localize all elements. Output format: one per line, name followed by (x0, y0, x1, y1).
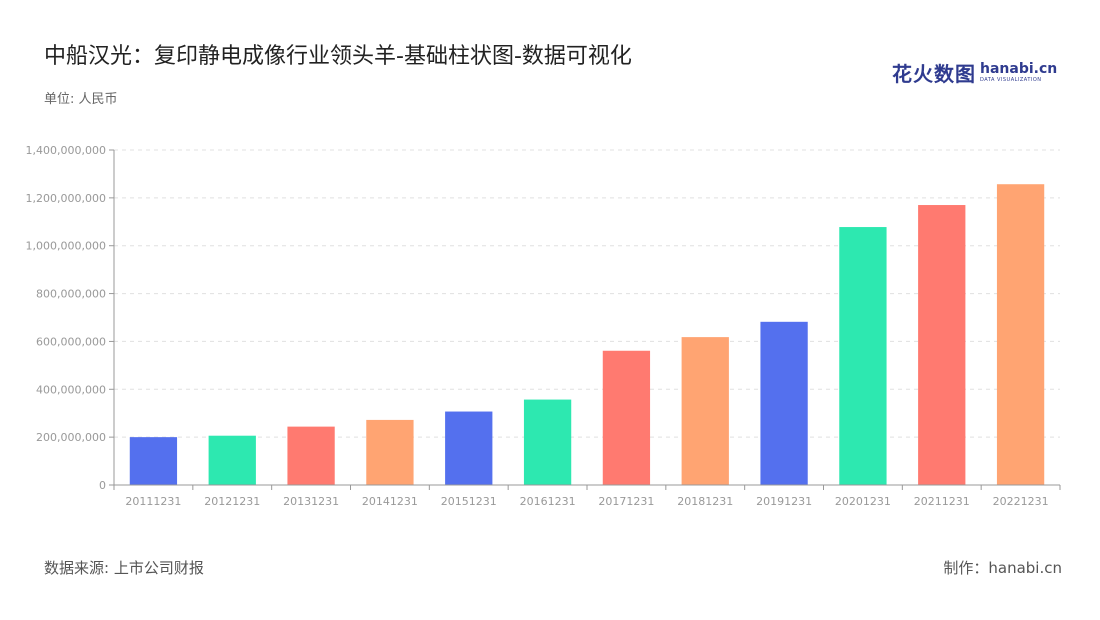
y-tick-label: 1,400,000,000 (26, 144, 106, 157)
y-tick-label: 400,000,000 (36, 383, 106, 396)
y-axis: 0 200,000,000 400,000,000 600,000,000 800,00… (26, 144, 115, 492)
x-tick-label: 20191231 (756, 495, 812, 508)
x-tick-label: 20181231 (677, 495, 733, 508)
bar-20201231[interactable] (839, 227, 887, 486)
bar-20211231[interactable] (918, 205, 966, 486)
bar-20121231[interactable] (208, 435, 256, 485)
bars (129, 184, 1045, 486)
bar-20161231[interactable] (523, 399, 572, 485)
chart-title: 中船汉光：复印静电成像行业领头羊-基础柱状图-数据可视化 (44, 44, 632, 69)
logo-name: hanabi.cn (980, 61, 1058, 77)
unit-label: 单位: 人民币 (44, 92, 118, 107)
x-axis: 20111231 20121231 20131231 20141231 20151231… (113, 484, 1061, 508)
logo-text: hanabi.cn DATA VISUALIZATION (980, 62, 1057, 83)
x-tick-label: 20131231 (283, 495, 339, 508)
logo-subtitle: DATA VISUALIZATION (980, 77, 1042, 83)
y-tick-label: 800,000,000 (36, 288, 106, 301)
gridlines (114, 149, 1060, 438)
x-tick-label: 20171231 (598, 495, 654, 508)
y-tick-label: 1,200,000,000 (26, 192, 106, 205)
x-tick-label: 20201231 (835, 495, 891, 508)
y-tick-label: 200,000,000 (36, 431, 106, 444)
x-tick-label: 20161231 (520, 495, 576, 508)
x-tick-label: 20211231 (914, 495, 970, 508)
bar-20111231[interactable] (129, 437, 178, 485)
x-tick-label: 20121231 (204, 495, 260, 508)
data-source: 数据来源: 上市公司财报 (44, 559, 204, 577)
y-tick-label: 600,000,000 (36, 335, 106, 348)
bar-20141231[interactable] (366, 419, 414, 485)
bar-20191231[interactable] (760, 321, 808, 485)
y-tick-label: 1,000,000,000 (26, 240, 106, 253)
x-tick-label: 20141231 (362, 495, 418, 508)
credit: 制作：hanabi.cn (943, 559, 1062, 577)
brand-logo: 花火数图 hanabi.cn DATA VISUALIZATION (892, 58, 1057, 87)
bar-20131231[interactable] (287, 426, 335, 485)
bar-20181231[interactable] (681, 337, 729, 485)
bar-20151231[interactable] (445, 411, 493, 485)
x-tick-label: 20111231 (125, 495, 181, 508)
y-tick-label: 0 (99, 479, 106, 492)
bar-20221231[interactable] (996, 184, 1045, 486)
bar-20171231[interactable] (602, 350, 651, 485)
x-tick-label: 20151231 (441, 495, 497, 508)
logo-mark: 花火数图 (892, 62, 976, 86)
x-tick-label: 20221231 (993, 495, 1049, 508)
